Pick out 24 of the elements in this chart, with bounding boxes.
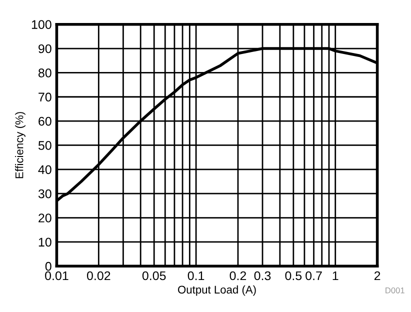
y-tick-label: 10 <box>38 238 52 247</box>
x-tick-label: 2 <box>374 271 380 280</box>
y-tick-label: 50 <box>38 141 52 150</box>
y-tick-label: 20 <box>38 214 52 222</box>
x-tick-label: 0.2 <box>230 271 246 280</box>
x-axis-title: Output Load (A) <box>178 285 256 296</box>
x-tick-label: 0.1 <box>188 271 204 280</box>
y-tick-label: 100 <box>32 20 52 29</box>
y-tick-label: 60 <box>38 116 52 126</box>
y-axis-title: Efficiency (%) <box>15 112 26 178</box>
x-tick-label: 0.05 <box>142 271 166 280</box>
text: D001 <box>386 287 404 294</box>
x-tick-label: 0.7 <box>306 271 322 280</box>
x-tick-label: 0.02 <box>86 271 110 280</box>
y-tick-label: 80 <box>38 68 52 78</box>
y-tick-label: 70 <box>38 92 52 102</box>
x-tick-label: 0.01 <box>45 271 68 280</box>
x-tick-label: 0.5 <box>285 271 302 280</box>
x-tick-label: 0.3 <box>254 271 271 280</box>
y-tick-label: 90 <box>38 44 52 54</box>
x-tick-label: 1 <box>332 271 338 280</box>
y-tick-label: 30 <box>38 189 52 198</box>
y-tick-label: 40 <box>38 165 52 174</box>
y-tick-label: 0 <box>45 262 52 271</box>
